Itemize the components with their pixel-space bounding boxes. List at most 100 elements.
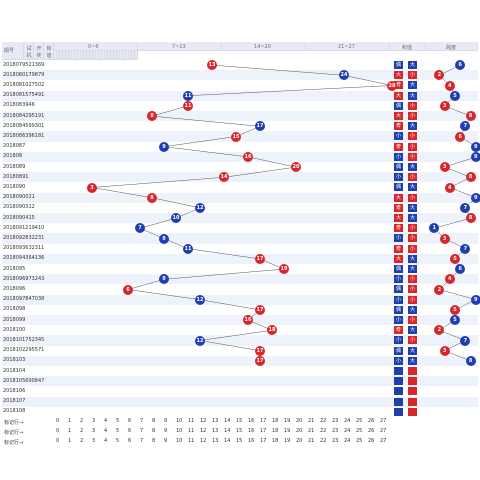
footer-number[interactable]: 5 <box>116 418 120 424</box>
footer-number[interactable]: 21 <box>308 428 315 434</box>
footer-number[interactable]: 18 <box>272 428 279 434</box>
footer-number[interactable]: 21 <box>308 418 315 424</box>
footer-number[interactable]: 24 <box>344 428 351 434</box>
footer-number[interactable]: 13 <box>212 428 219 434</box>
footer-number[interactable]: 12 <box>200 418 207 424</box>
footer-number[interactable]: 1 <box>68 428 72 434</box>
footer-number[interactable]: 21 <box>308 438 315 444</box>
footer-number[interactable]: 1 <box>68 438 72 444</box>
footer-number[interactable]: 7 <box>140 418 144 424</box>
footer-number[interactable]: 2 <box>80 438 84 444</box>
footer-number[interactable]: 3 <box>92 438 96 444</box>
footer-number[interactable]: 17 <box>260 418 267 424</box>
row-stripe <box>2 192 478 203</box>
footer-number[interactable]: 17 <box>260 438 267 444</box>
footer-number[interactable]: 10 <box>176 418 183 424</box>
footer-number[interactable]: 11 <box>188 418 195 424</box>
footer-number[interactable]: 8 <box>152 428 156 434</box>
footer-number[interactable]: 1 <box>68 418 72 424</box>
footer-number[interactable]: 3 <box>92 428 96 434</box>
footer-number[interactable]: 26 <box>368 428 375 434</box>
footer-number[interactable]: 5 <box>116 438 120 444</box>
footer-number[interactable]: 23 <box>332 418 339 424</box>
sum-ball: 9 <box>159 274 169 285</box>
footer-number[interactable]: 20 <box>296 438 303 444</box>
footer-number[interactable]: 11 <box>188 428 195 434</box>
footer-number[interactable]: 10 <box>176 428 183 434</box>
footer-number[interactable]: 18 <box>272 418 279 424</box>
footer-number[interactable]: 23 <box>332 438 339 444</box>
footer-number[interactable]: 18 <box>272 438 279 444</box>
footer-number[interactable]: 0 <box>56 438 60 444</box>
parity-badge: 偶 <box>394 101 403 110</box>
footer-label[interactable]: 标记行→ <box>4 440 24 446</box>
footer-number[interactable]: 14 <box>224 418 231 424</box>
footer-number[interactable]: 15 <box>236 418 243 424</box>
footer-number[interactable]: 9 <box>164 418 168 424</box>
size-badge: 小 <box>408 132 417 141</box>
footer-number[interactable]: 11 <box>188 438 195 444</box>
footer-number[interactable]: 25 <box>356 418 363 424</box>
footer-number[interactable]: 0 <box>56 418 60 424</box>
footer-number[interactable]: 14 <box>224 428 231 434</box>
footer-number[interactable]: 14 <box>224 438 231 444</box>
footer-number[interactable]: 19 <box>284 438 291 444</box>
footer-number[interactable]: 2 <box>80 428 84 434</box>
footer-number[interactable]: 22 <box>320 418 327 424</box>
footer-number[interactable]: 20 <box>296 418 303 424</box>
footer-number[interactable]: 0 <box>56 428 60 434</box>
footer-number[interactable]: 12 <box>200 428 207 434</box>
footer-label[interactable]: 标记行→ <box>4 430 24 436</box>
footer-number[interactable]: 16 <box>248 428 255 434</box>
footer-number[interactable]: 22 <box>320 438 327 444</box>
footer-number[interactable]: 15 <box>236 428 243 434</box>
footer-number[interactable]: 9 <box>164 428 168 434</box>
footer-number[interactable]: 16 <box>248 418 255 424</box>
section-0-6: 0~6 <box>54 42 138 51</box>
footer-number[interactable]: 24 <box>344 438 351 444</box>
footer-number[interactable]: 26 <box>368 418 375 424</box>
sum-ball: 17 <box>255 355 265 366</box>
footer-number[interactable]: 9 <box>164 438 168 444</box>
footer-number[interactable]: 12 <box>200 438 207 444</box>
footer-number[interactable]: 25 <box>356 438 363 444</box>
footer-number[interactable]: 3 <box>92 418 96 424</box>
footer-number[interactable]: 2 <box>80 418 84 424</box>
footer-number[interactable]: 17 <box>260 428 267 434</box>
footer-number[interactable]: 8 <box>152 438 156 444</box>
footer-number[interactable]: 13 <box>212 438 219 444</box>
footer-number[interactable]: 19 <box>284 428 291 434</box>
size-badge: 大 <box>408 203 417 212</box>
span-ball: 4 <box>444 182 455 193</box>
footer-label[interactable]: 标记行→ <box>4 420 24 426</box>
footer-number[interactable]: 10 <box>176 438 183 444</box>
footer-number[interactable]: 23 <box>332 428 339 434</box>
period-cell: 2018106 <box>3 387 26 394</box>
footer-number[interactable]: 24 <box>344 418 351 424</box>
footer-number[interactable]: 4 <box>104 438 108 444</box>
footer-number[interactable]: 7 <box>140 428 144 434</box>
footer-number[interactable]: 22 <box>320 428 327 434</box>
footer-number[interactable]: 4 <box>104 428 108 434</box>
parity-badge <box>394 367 403 375</box>
footer-number[interactable]: 13 <box>212 418 219 424</box>
footer-number[interactable]: 8 <box>152 418 156 424</box>
footer-number[interactable]: 4 <box>104 418 108 424</box>
footer-number[interactable]: 16 <box>248 438 255 444</box>
row-stripe <box>2 90 478 101</box>
footer-number[interactable]: 15 <box>236 438 243 444</box>
footer-number[interactable]: 27 <box>380 428 387 434</box>
footer-number[interactable]: 27 <box>380 438 387 444</box>
footer-number[interactable]: 19 <box>284 418 291 424</box>
period-cell: 2018090021 <box>3 194 35 201</box>
footer-number[interactable]: 6 <box>128 438 132 444</box>
footer-number[interactable]: 27 <box>380 418 387 424</box>
footer-number[interactable]: 7 <box>140 438 144 444</box>
footer-number[interactable]: 25 <box>356 428 363 434</box>
footer-number[interactable]: 6 <box>128 418 132 424</box>
footer-number[interactable]: 5 <box>116 428 120 434</box>
footer-number[interactable]: 6 <box>128 428 132 434</box>
footer-number[interactable]: 20 <box>296 428 303 434</box>
footer-number[interactable]: 26 <box>368 438 375 444</box>
size-badge: 小 <box>408 285 417 294</box>
